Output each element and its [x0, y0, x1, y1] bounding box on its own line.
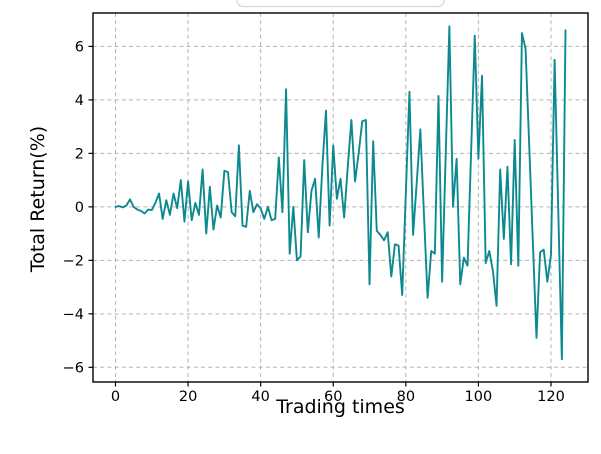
- legend-box-partial: [236, 0, 445, 8]
- y-tick-label: −6: [63, 360, 84, 376]
- y-tick-label: −4: [63, 307, 84, 323]
- y-tick-label: 0: [75, 200, 84, 216]
- y-tick-label: 2: [75, 146, 84, 162]
- y-tick-label: −2: [63, 253, 84, 269]
- x-tick-label: 20: [179, 389, 197, 405]
- x-tick-label: 120: [537, 389, 565, 405]
- x-tick-label: 80: [397, 389, 415, 405]
- y-tick-label: 4: [75, 93, 84, 109]
- x-tick-label: 100: [465, 389, 493, 405]
- x-axis-label: Trading times: [276, 396, 405, 418]
- axes-border: [92, 12, 589, 383]
- y-tick-label: 6: [75, 39, 84, 55]
- x-tick-label: 0: [111, 389, 120, 405]
- y-axis-label: Total Return(%): [27, 125, 49, 273]
- total-return-line: [114, 25, 567, 361]
- x-tick-label: 60: [324, 389, 342, 405]
- x-tick-label: 40: [251, 389, 269, 405]
